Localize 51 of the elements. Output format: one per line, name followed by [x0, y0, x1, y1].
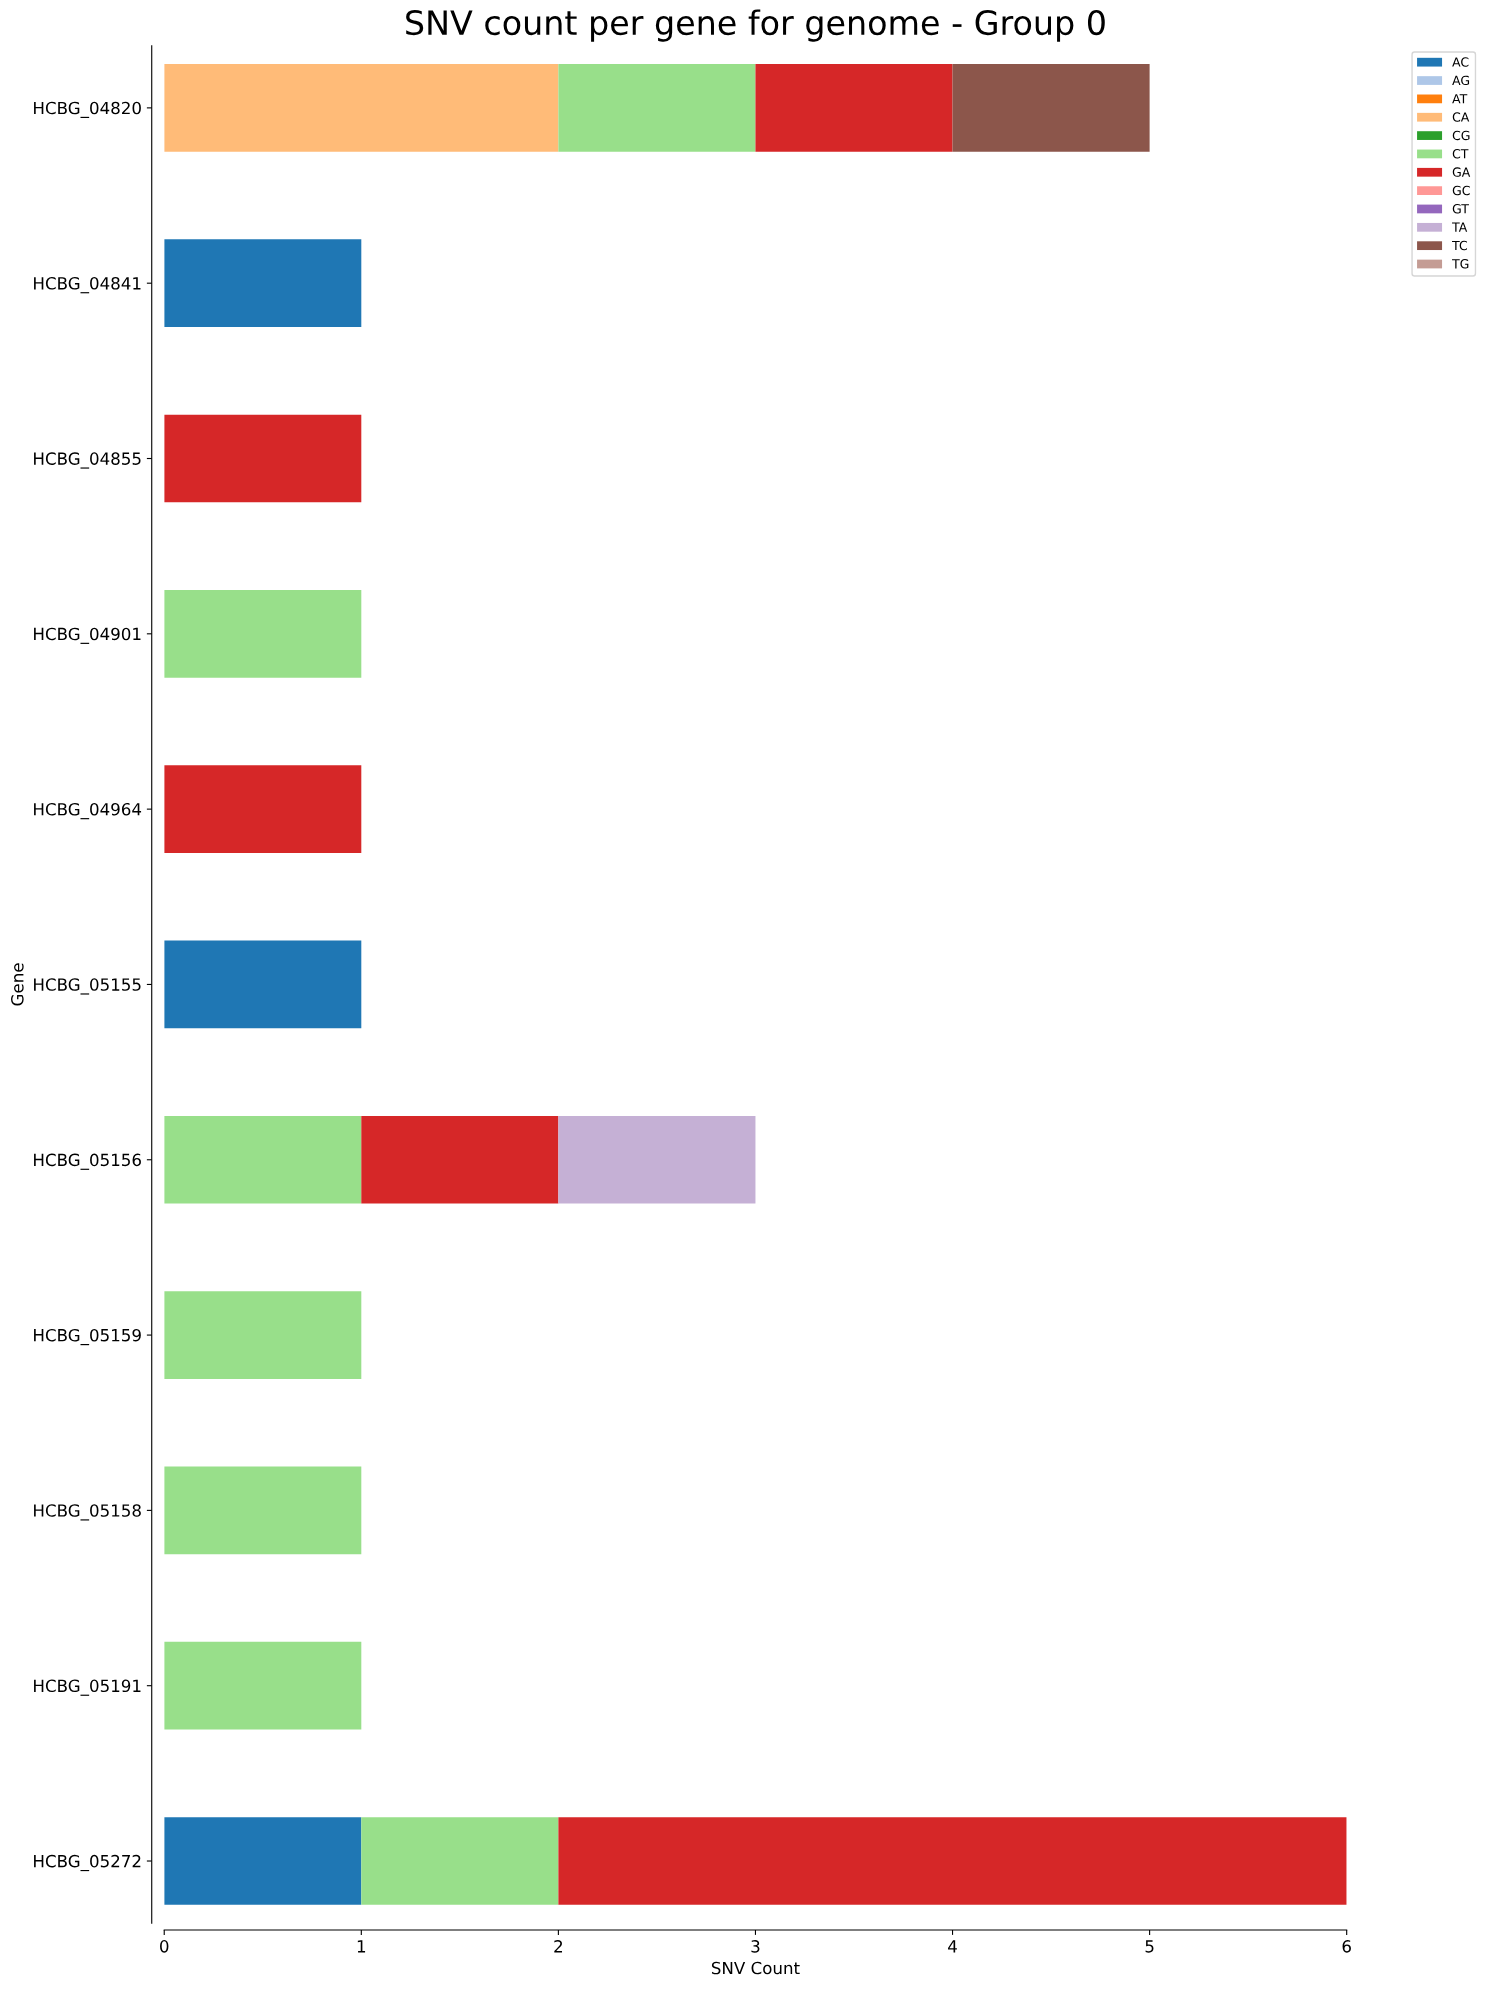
- bar: [164, 1291, 362, 1379]
- bar: [558, 1817, 1347, 1905]
- bar: [164, 1466, 362, 1555]
- bar: [164, 940, 362, 1029]
- bar: [164, 1817, 362, 1905]
- chart-title: SNV count per gene for genome - Group 0: [406, 9, 1105, 42]
- legend-label: GA: [1452, 167, 1471, 177]
- bar: [164, 765, 362, 853]
- x-tick-label: 0: [160, 1940, 169, 1953]
- legend-label: GC: [1452, 185, 1470, 196]
- legend-label: AT: [1452, 94, 1468, 104]
- y-tick-label: HCBG_05272: [34, 1854, 141, 1872]
- y-tick-label: HCBG_05156: [34, 1153, 141, 1170]
- bar: [164, 64, 559, 152]
- legend-label: TC: [1452, 240, 1468, 251]
- bar: [164, 1641, 362, 1730]
- x-tick-label: 5: [1145, 1940, 1154, 1953]
- legend-label: GT: [1452, 204, 1469, 214]
- y-tick-label: HCBG_04820: [34, 101, 141, 118]
- y-tick-label: HCBG_04964: [34, 802, 142, 820]
- x-tick-label: 2: [554, 1940, 563, 1953]
- x-tick-label: 3: [751, 1940, 760, 1953]
- x-tick-label: 6: [1342, 1940, 1351, 1953]
- legend-label: AG: [1452, 75, 1470, 86]
- y-tick-label: HCBG_05159: [34, 1328, 141, 1346]
- x-tick-label: 1: [357, 1940, 366, 1953]
- bar: [164, 1115, 362, 1204]
- legend-label: CA: [1452, 112, 1470, 122]
- y-tick-label: HCBG_04901: [34, 627, 141, 644]
- bar: [164, 239, 362, 328]
- legend-label: AC: [1452, 57, 1469, 67]
- y-tick-label: HCBG_05191: [34, 1679, 141, 1696]
- y-tick-label: HCBG_05158: [34, 1504, 141, 1521]
- bar: [164, 589, 362, 678]
- y-tick-label: HCBG_04855: [34, 452, 141, 469]
- bar: [361, 1115, 559, 1204]
- legend-label: TA: [1452, 222, 1468, 232]
- y-tick-label: HCBG_05155: [34, 978, 141, 995]
- y-tick-label: HCBG_04841: [34, 277, 141, 294]
- y-axis-title: Gene: [11, 963, 24, 1006]
- bar: [952, 64, 1150, 152]
- bar: [755, 64, 953, 152]
- legend-label: CT: [1452, 149, 1469, 159]
- bar: [558, 1115, 756, 1204]
- x-axis-title: SNV Count: [711, 1961, 800, 1975]
- legend-label: TG: [1452, 259, 1469, 269]
- x-tick-label: 4: [948, 1940, 957, 1953]
- bar: [361, 1817, 559, 1905]
- bar: [558, 64, 756, 152]
- legend-label: CG: [1452, 130, 1470, 141]
- bar: [164, 414, 362, 503]
